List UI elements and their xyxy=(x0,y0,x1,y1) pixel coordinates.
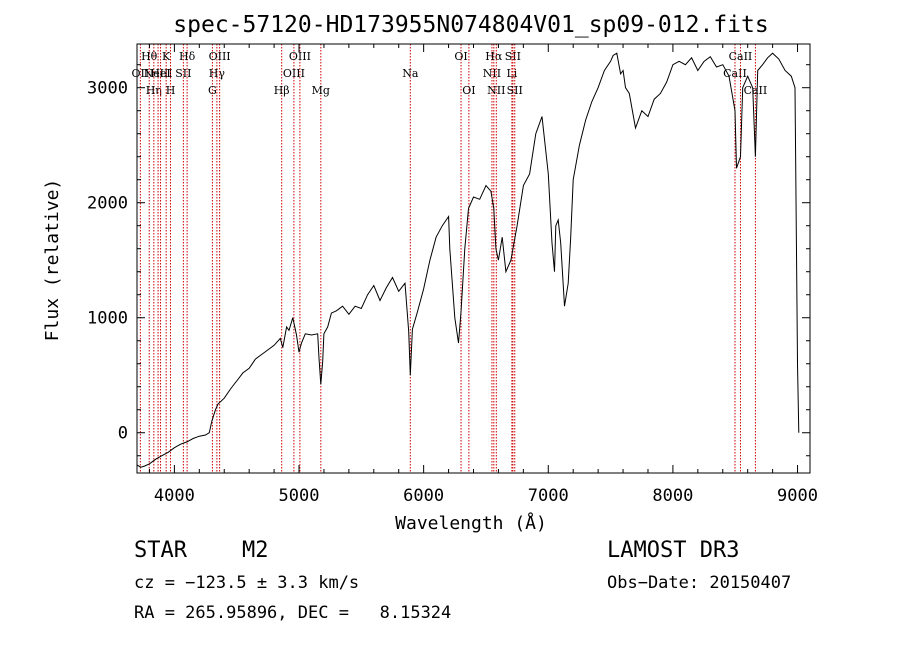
line-marker-label: Mg xyxy=(312,84,330,97)
x-tick-label: 4000 xyxy=(154,486,195,506)
coordinates: RA = 265.95896, DEC = 8.15324 xyxy=(134,603,452,623)
line-marker-label: CaII xyxy=(744,84,768,97)
line-marker-label: Hθ xyxy=(141,50,158,63)
line-marker-label: CaII xyxy=(723,67,747,80)
line-marker-label: SII xyxy=(507,84,523,97)
redshift-cz: cz = −123.5 ± 3.3 km/s xyxy=(134,573,360,593)
line-marker-label: OIII xyxy=(283,67,305,80)
line-marker-label: Hβ xyxy=(274,84,290,97)
plot-frame xyxy=(136,43,811,474)
x-axis: 4000 5000 6000 7000 8000 9000 xyxy=(148,44,818,506)
observation-date: Obs−Date: 20150407 xyxy=(607,573,792,593)
line-marker-label: Hη xyxy=(146,84,162,97)
y-axis: 0 1000 2000 3000 xyxy=(87,64,810,457)
y-axis-label: Flux (relative) xyxy=(42,179,63,342)
survey-name: LAMOST DR3 xyxy=(607,538,740,563)
x-tick-label: 6000 xyxy=(403,486,444,506)
line-marker-label: HeI xyxy=(150,67,170,80)
y-tick-label: 3000 xyxy=(87,79,128,99)
line-marker-label: Na xyxy=(402,67,419,80)
y-tick-label: 2000 xyxy=(87,194,128,214)
line-marker-label: OI xyxy=(454,50,467,63)
line-marker-label: OII xyxy=(132,67,150,80)
line-marker-label: Hα xyxy=(485,50,503,63)
y-tick-label: 1000 xyxy=(87,309,128,329)
line-marker-label: NeIII xyxy=(143,67,172,80)
x-tick-label: 8000 xyxy=(652,486,693,506)
x-tick-label: 5000 xyxy=(279,486,320,506)
line-marker-label: H xyxy=(166,84,176,97)
x-tick-label: 9000 xyxy=(777,486,818,506)
chart-title: spec-57120-HD173955N074804V01_sp09-012.f… xyxy=(173,12,768,38)
line-marker-label: OI xyxy=(462,84,475,97)
object-subclass: M2 xyxy=(242,538,269,563)
y-tick-label: 0 xyxy=(118,424,128,444)
x-tick-label: 7000 xyxy=(528,486,569,506)
line-marker-label: CaII xyxy=(729,50,753,63)
line-marker-label: OIII xyxy=(289,50,311,63)
x-axis-label: Wavelength (Å) xyxy=(395,512,547,534)
line-marker-label: Li xyxy=(506,67,517,80)
spectrum-series-line xyxy=(136,52,800,468)
line-marker-label: OIII xyxy=(209,50,231,63)
line-marker-label: Hδ xyxy=(179,50,196,63)
line-marker-label: SII xyxy=(175,67,191,80)
line-marker-label: SII xyxy=(505,50,521,63)
line-marker-label: Hγ xyxy=(209,67,226,80)
object-class: STAR xyxy=(134,538,187,563)
line-marker-label: NII xyxy=(483,67,501,80)
line-marker-label: G xyxy=(208,84,217,97)
line-marker-label: K xyxy=(162,50,171,63)
line-marker-label: NII xyxy=(487,84,505,97)
